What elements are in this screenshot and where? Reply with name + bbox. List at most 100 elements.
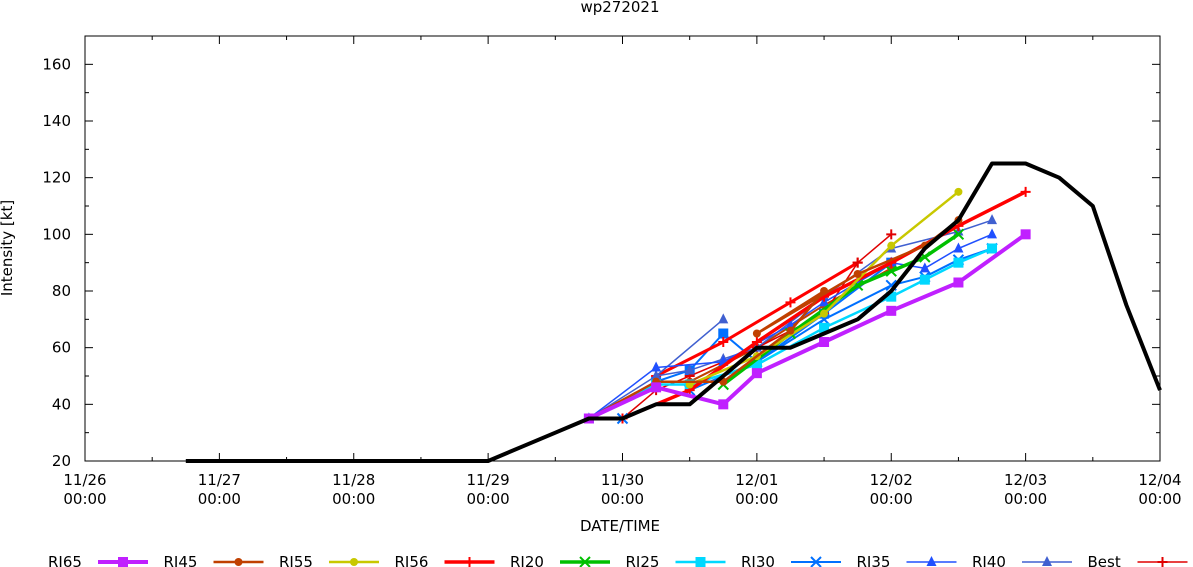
- x-tick-date: 11/28: [332, 471, 375, 489]
- series-ri45-point: [853, 270, 862, 278]
- legend: RI65 RI45 RI55 RI56 RI20 RI25 RI30 RI35 RI40 Best…: [48, 553, 1188, 567]
- forecast-series-extra-2-point: [718, 313, 729, 324]
- best-track: [185, 161, 1162, 463]
- series-ri40-point: [651, 370, 662, 380]
- x-tick-time: 00:00: [870, 490, 913, 508]
- legend-label: RI56: [395, 553, 429, 567]
- series-ri25-point: [953, 257, 964, 268]
- forecast-series-extra-1-line: [655, 261, 859, 378]
- y-tick-label: 80: [52, 282, 71, 300]
- series-best-point: [852, 257, 863, 268]
- x-tick-date: 12/03: [1004, 471, 1047, 489]
- forecast-series-extra-1-point: [718, 337, 729, 347]
- series-ri20-point: [952, 228, 965, 241]
- series-ri65-point: [819, 337, 830, 347]
- x-tick-time: 00:00: [467, 490, 510, 508]
- legend-marker: [1157, 557, 1168, 567]
- legend-item-ri65: RI65: [48, 553, 148, 567]
- forecast-series-extra-0-line: [655, 261, 892, 383]
- legend-label: RI55: [279, 553, 313, 567]
- series-layer: [185, 161, 1162, 463]
- series-ri20-point: [885, 265, 897, 277]
- series-ri25-point: [987, 243, 998, 254]
- x-tick-time: 00:00: [198, 490, 241, 508]
- legend-item-ri45: RI45: [164, 553, 264, 567]
- x-tick-time: 00:00: [1138, 490, 1181, 508]
- series-ri65-point: [751, 368, 762, 379]
- forecast-series-extra-1-point: [785, 297, 796, 308]
- series-ri65-point: [886, 305, 897, 316]
- series-ri35-point: [919, 262, 930, 273]
- forecast-series-extra-0-point: [718, 328, 729, 339]
- series-ri65-point: [953, 277, 964, 288]
- y-tick-label: 60: [52, 339, 71, 357]
- legend-item-ri55: RI55: [279, 553, 379, 567]
- legend-marker: [350, 558, 358, 566]
- series-ri56-point: [751, 337, 762, 347]
- x-tick-time: 00:00: [1004, 490, 1047, 508]
- series-best-point: [886, 229, 897, 240]
- x-tick-time: 00:00: [601, 490, 644, 508]
- legend-label: RI40: [972, 553, 1006, 567]
- series-ri65-point: [718, 399, 729, 410]
- y-tick-label: 160: [42, 55, 71, 73]
- series-ri40-point: [987, 214, 998, 225]
- legend-marker: [810, 556, 822, 567]
- y-tick-label: 100: [42, 225, 71, 243]
- series-ri35-point: [953, 242, 964, 253]
- series-ri35-point: [651, 361, 662, 372]
- legend-label: RI25: [626, 553, 660, 567]
- legend-marker: [118, 557, 128, 567]
- legend-item-best: Best: [1088, 553, 1188, 567]
- legend-item-ri20: RI20: [510, 553, 610, 567]
- series-ri45-point: [820, 287, 829, 295]
- series-ri45-point: [786, 326, 795, 335]
- legend-item-ri30: RI30: [741, 553, 841, 567]
- legend-item-ri40: RI40: [972, 553, 1072, 567]
- x-tick-time: 00:00: [63, 490, 106, 508]
- x-axis-label: DATE/TIME: [580, 517, 660, 535]
- x-tick-date: 11/26: [63, 471, 106, 489]
- series-ri65-line: [588, 232, 1027, 421]
- x-tick-date: 11/29: [467, 471, 510, 489]
- x-tick-date: 12/02: [870, 471, 913, 489]
- legend-item-ri25: RI25: [626, 553, 726, 567]
- x-tick-date: 11/30: [601, 471, 644, 489]
- series-ri55-point: [887, 241, 896, 250]
- series-ri56-point: [1020, 186, 1031, 197]
- y-tick-label: 140: [42, 112, 71, 130]
- x-tick-date: 11/27: [198, 471, 241, 489]
- x-tick-date: 12/01: [735, 471, 778, 489]
- x-tick-time: 00:00: [735, 490, 778, 508]
- y-axis-label: Intensity [kt]: [0, 200, 16, 296]
- series-ri25-point: [919, 274, 930, 285]
- series-ri55-point: [820, 309, 829, 318]
- legend-label: RI35: [857, 553, 891, 567]
- x-tick-time: 00:00: [332, 490, 375, 508]
- y-tick-label: 40: [52, 395, 71, 413]
- legend-label: Best: [1088, 553, 1121, 567]
- x-axis: 11/2600:0011/2700:0011/2800:0011/2900:00…: [63, 36, 1182, 508]
- best-track-line: [185, 161, 1162, 463]
- series-ri45-line: [588, 219, 960, 420]
- series-ri55-point: [954, 187, 963, 196]
- legend-label: RI20: [510, 553, 544, 567]
- series-ri30-line: [622, 247, 993, 420]
- legend-marker: [926, 556, 937, 566]
- series-ri35-point: [987, 228, 998, 239]
- legend-marker: [695, 557, 706, 567]
- chart-title: wp272021: [580, 0, 659, 16]
- series-ri25-point: [819, 322, 830, 333]
- legend-label: RI45: [164, 553, 198, 567]
- y-axis: 20 40 60 80 100 120 140 160: [42, 35, 1160, 470]
- series-ri65-point: [651, 382, 662, 393]
- legend-marker: [579, 556, 591, 567]
- series-ri65: [583, 229, 1031, 424]
- legend-label: RI65: [48, 553, 82, 567]
- y-tick-label: 20: [52, 452, 71, 470]
- legend-item-ri56: RI56: [395, 553, 495, 567]
- series-ri45-point: [752, 329, 761, 338]
- legend-item-ri35: RI35: [857, 553, 957, 567]
- series-ri65-point: [1020, 229, 1031, 240]
